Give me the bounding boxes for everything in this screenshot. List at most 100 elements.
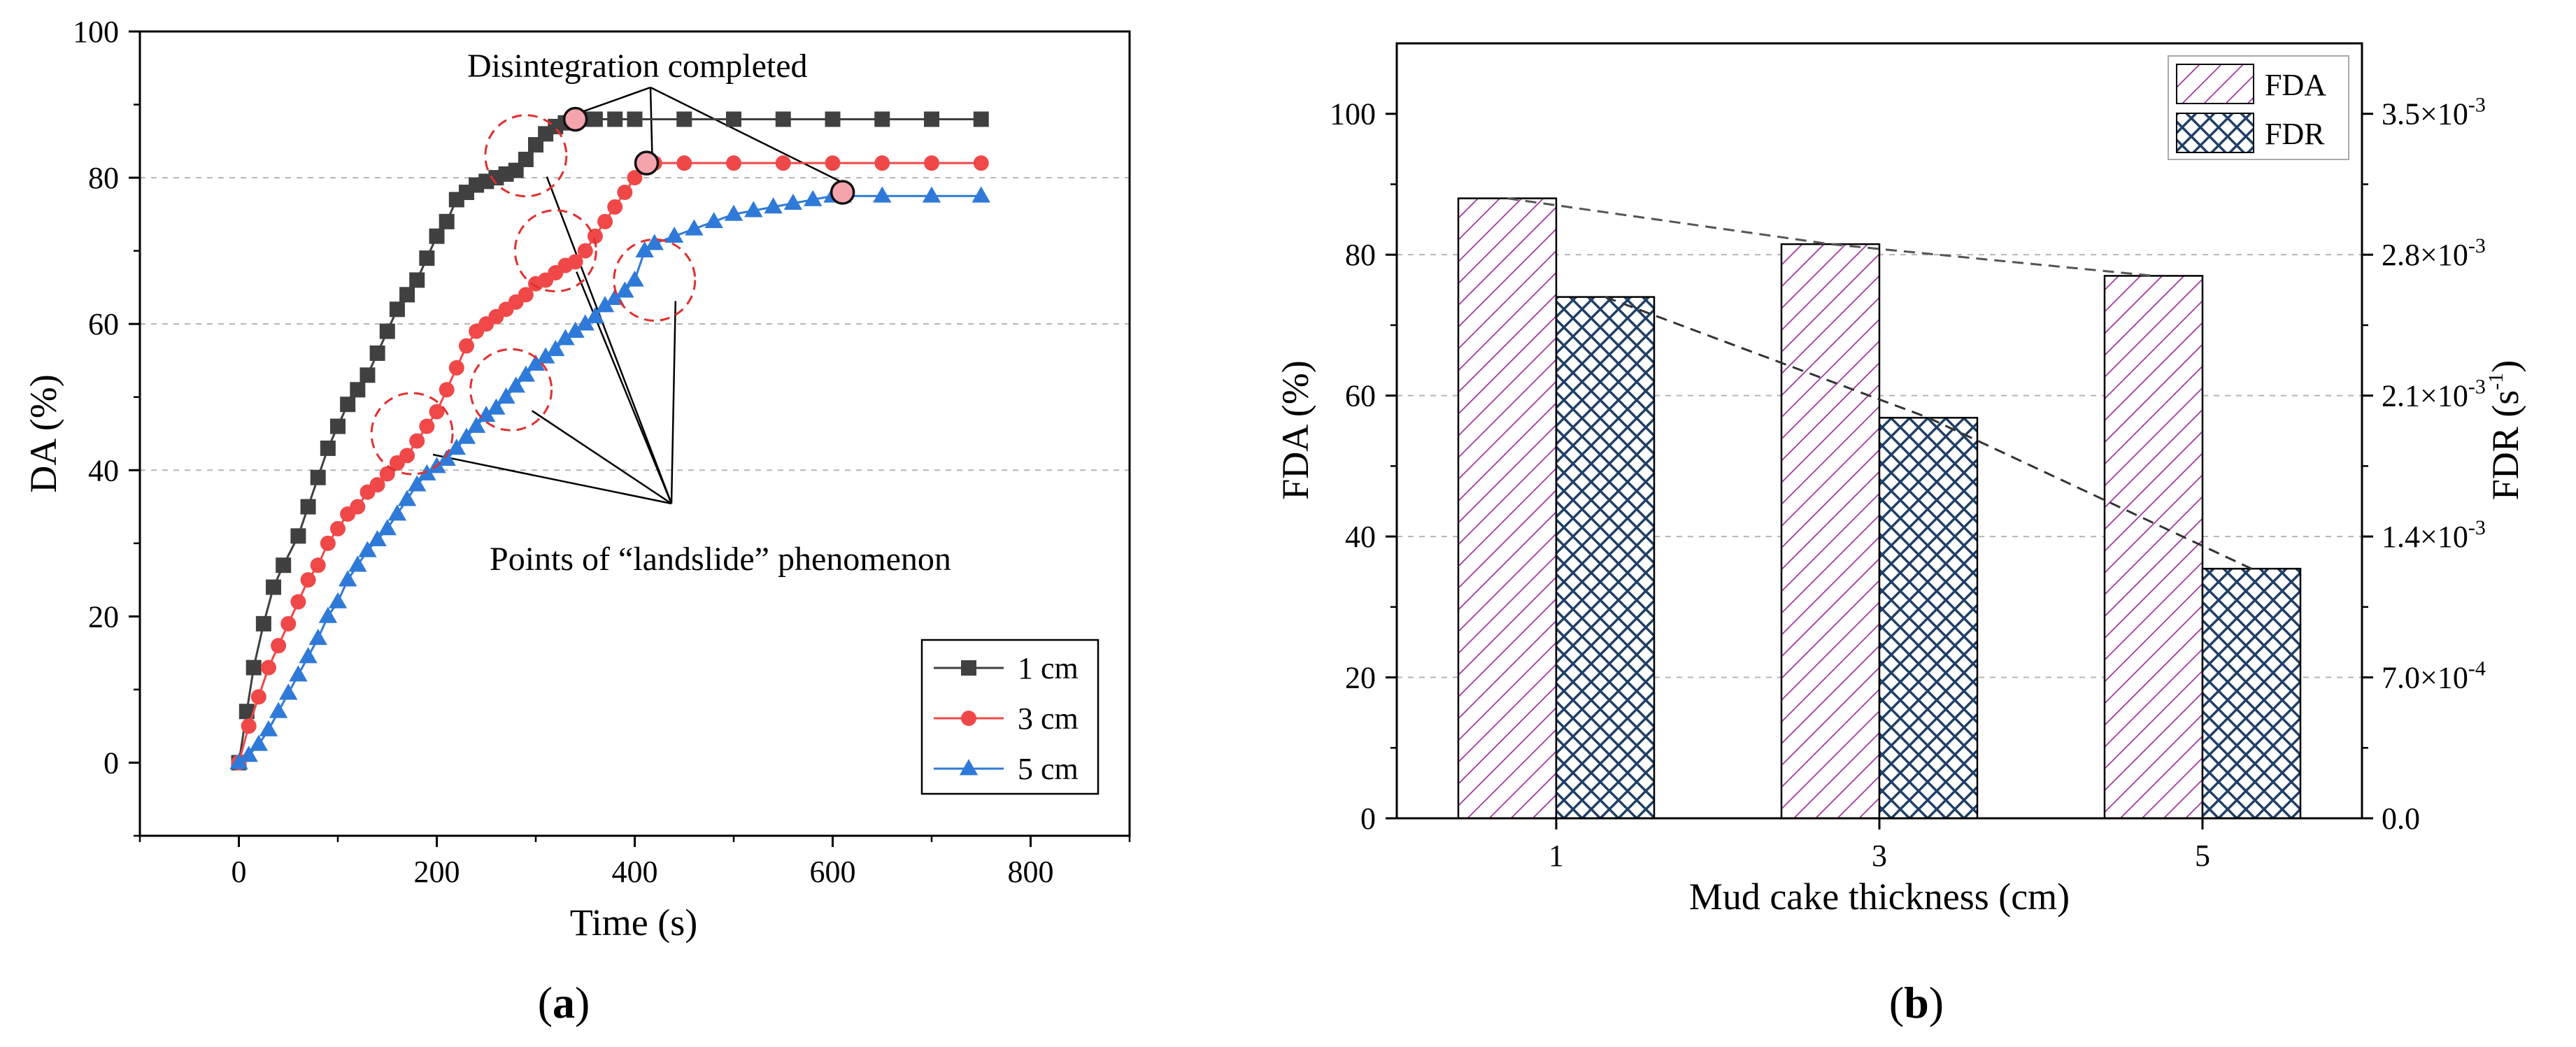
a-data-point [526,354,546,371]
b-y2-tick-label: 2.8×10-3 [2382,234,2486,272]
b-y2-tick-label: 3.5×10-3 [2382,94,2486,131]
b-legend-label-fda: FDA [2265,68,2326,102]
b-bar-fdr [2201,567,2302,820]
a-legend-label: 5 cm [1018,752,1079,786]
a-data-point [300,499,316,515]
a-data-point [399,448,415,464]
a-data-point [241,718,257,734]
a-data-point [409,272,425,288]
a-data-point [566,321,585,338]
a-data-point [320,535,336,551]
a-legend-marker [961,660,976,676]
a-y-axis-title: DA (%) [22,374,64,492]
a-data-point [369,346,385,361]
a-annotation-arrow [650,86,849,187]
a-data-point [378,519,397,536]
a-panel-label: (a) [538,978,590,1027]
a-data-point [617,185,633,200]
a-annotation-arrow [649,87,653,157]
b-y2-tick-label: 0.0 [2382,802,2420,836]
a-data-point [973,111,989,127]
b-y-tick-label: 40 [1345,520,1376,554]
a-x-tick-label: 200 [414,855,460,889]
a-data-point [635,241,654,257]
a-data-point [330,418,346,434]
b-bar-fda [1780,243,1881,820]
a-data-point [429,404,445,420]
a-data-point [783,193,803,211]
a-data-point [320,440,336,456]
a-data-point [873,186,892,203]
a-annotation-arrow [576,271,673,504]
a-data-point [825,111,841,127]
a-x-tick-label: 0 [232,855,247,889]
a-data-point [340,397,356,413]
a-data-point [360,367,376,383]
b-y-axis-title: FDA (%) [1274,360,1316,500]
a-data-point [676,155,692,171]
a-data-point [506,376,525,393]
b-y-tick-label: 0 [1360,802,1376,836]
a-series-3 [229,186,990,769]
b-y2-tick-label: 1.4×10-3 [2382,516,2486,554]
b-y-tick-label: 100 [1330,97,1376,131]
svg-text:(a): (a) [538,978,590,1027]
a-data-point [408,475,427,492]
a-annotation-arrow [432,453,672,505]
a-x-tick-label: 600 [810,855,856,889]
a-data-point [276,557,292,574]
a-data-point [704,212,723,229]
a-landslide-circle [469,348,553,432]
a-data-point [249,734,268,751]
a-legend-label: 1 cm [1018,651,1079,685]
a-data-point [607,199,623,215]
a-data-point [516,365,536,382]
a-data-point [744,201,763,218]
a-data-point [448,359,464,376]
b-legend: FDA FDR [2168,55,2349,160]
a-data-point [487,398,506,415]
a-y-tick-label: 100 [73,15,119,49]
b-trend-lines [1507,197,2252,570]
a-data-point [726,111,741,127]
a-data-point [645,234,664,250]
a-data-point [627,170,643,186]
a-x-tick-label: 400 [612,855,658,889]
a-data-point [328,592,348,608]
a-data-point [924,111,939,127]
a-data-point [458,338,474,354]
a-data-point [577,243,593,259]
a-data-point [587,111,603,127]
a-annotation-arrow [531,410,672,505]
a-data-point [587,228,603,244]
a-data-point [245,660,262,676]
a-data-point [585,306,605,324]
a-annotation-arrow [670,301,677,504]
a-data-point [318,606,338,623]
a-data-point [607,111,623,127]
a-landslide-circle [513,209,597,293]
b-y-tick-label: 80 [1345,238,1376,272]
a-data-point [260,660,276,676]
a-data-point [497,387,515,404]
a-x-axis-title: Time (s) [570,902,698,943]
a-data-point [922,186,941,203]
a-data-point [358,541,377,557]
a-data-point [724,204,743,221]
a-data-point [477,406,496,422]
b-x-axis-title: Mud cake thickness (cm) [1689,876,2070,918]
a-legend: 1 cm 3 cm 5 cm [920,639,1100,795]
b-bar-fda [2103,275,2204,820]
a-data-point [389,301,405,318]
a-axis-ticks: 0 200 400 600 800 0 20 40 60 80 100 [73,15,1131,889]
a-y-tick-label: 40 [88,453,119,487]
panel-b-chart: 1 3 5 0 20 40 60 80 100 0.0 7.0×10-4 1.4×10-3 2.1×10… [1274,42,2526,1027]
a-data-point [289,665,308,682]
a-data-point [330,520,346,536]
a-data-point [567,254,583,270]
a-data-point [397,490,417,506]
a-data-point [685,219,704,236]
a-data-point [419,418,435,434]
a-data-point [290,594,306,610]
a-annotation-arrows [432,86,849,505]
